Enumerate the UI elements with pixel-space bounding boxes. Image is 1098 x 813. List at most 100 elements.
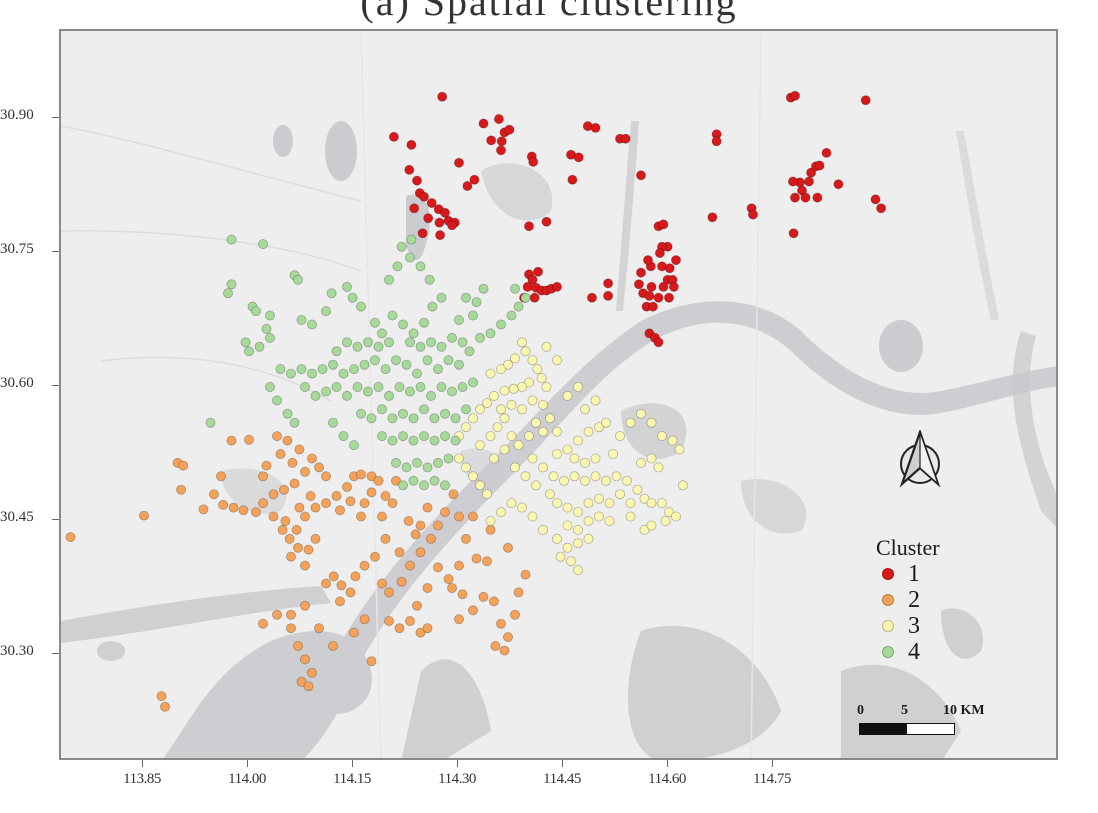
data-point bbox=[457, 337, 468, 348]
data-point bbox=[369, 355, 380, 366]
data-point bbox=[397, 408, 408, 419]
data-point bbox=[383, 616, 394, 627]
data-point bbox=[541, 216, 552, 227]
data-point bbox=[305, 490, 316, 501]
data-point bbox=[516, 502, 527, 513]
data-point bbox=[583, 533, 594, 544]
data-point bbox=[243, 434, 254, 445]
data-point bbox=[450, 435, 461, 446]
data-point bbox=[567, 174, 578, 185]
data-point bbox=[422, 355, 433, 366]
data-point bbox=[668, 281, 679, 292]
data-point bbox=[406, 139, 417, 150]
legend-item-cluster-2: 2 bbox=[882, 587, 940, 613]
data-point bbox=[513, 440, 524, 451]
data-point bbox=[275, 448, 286, 459]
x-tick-mark bbox=[352, 760, 353, 767]
data-point bbox=[499, 645, 510, 656]
data-point bbox=[551, 448, 562, 459]
data-point bbox=[562, 520, 573, 531]
data-point bbox=[205, 417, 216, 428]
data-point bbox=[383, 337, 394, 348]
legend-swatch-yellow bbox=[882, 620, 894, 632]
data-point bbox=[387, 413, 398, 424]
data-point bbox=[280, 515, 291, 526]
data-point bbox=[198, 504, 209, 515]
cluster-3-points bbox=[453, 337, 689, 576]
data-point bbox=[338, 368, 349, 379]
data-point bbox=[583, 515, 594, 526]
data-point bbox=[408, 475, 419, 486]
data-point bbox=[481, 398, 492, 409]
data-point bbox=[527, 511, 538, 522]
data-point bbox=[348, 627, 359, 638]
data-point bbox=[320, 471, 331, 482]
data-point bbox=[380, 364, 391, 375]
data-point bbox=[474, 332, 485, 343]
data-point bbox=[218, 499, 229, 510]
data-point bbox=[432, 562, 443, 573]
data-point bbox=[313, 623, 324, 634]
data-point bbox=[748, 209, 759, 220]
data-point bbox=[516, 337, 527, 348]
data-point bbox=[580, 404, 591, 415]
data-point bbox=[647, 301, 658, 312]
data-point bbox=[562, 542, 573, 553]
data-point bbox=[418, 317, 429, 328]
data-point bbox=[625, 498, 636, 509]
data-point bbox=[536, 373, 547, 384]
data-point bbox=[178, 460, 189, 471]
data-point bbox=[296, 676, 307, 687]
data-point bbox=[348, 364, 359, 375]
data-point bbox=[583, 498, 594, 509]
data-point bbox=[411, 457, 422, 468]
data-point bbox=[495, 507, 506, 518]
data-point bbox=[707, 212, 718, 223]
data-point bbox=[139, 510, 150, 521]
data-point bbox=[417, 228, 428, 239]
data-point bbox=[345, 496, 356, 507]
legend: Cluster 1 2 3 4 bbox=[876, 535, 940, 665]
data-point bbox=[529, 292, 540, 303]
data-point bbox=[310, 390, 321, 401]
data-point bbox=[359, 560, 370, 571]
data-point bbox=[513, 587, 524, 598]
x-tick-label: 114.15 bbox=[333, 771, 371, 787]
data-point bbox=[250, 306, 261, 317]
data-point bbox=[506, 310, 517, 321]
scale-bar-white-segment bbox=[907, 724, 954, 734]
data-point bbox=[604, 498, 615, 509]
data-point bbox=[833, 179, 844, 190]
x-tick-label: 114.60 bbox=[648, 771, 686, 787]
data-point bbox=[625, 511, 636, 522]
data-point bbox=[376, 328, 387, 339]
data-point bbox=[436, 381, 447, 392]
data-point bbox=[516, 404, 527, 415]
data-point bbox=[443, 355, 454, 366]
data-point bbox=[527, 274, 538, 285]
data-point bbox=[492, 422, 503, 433]
data-point bbox=[573, 538, 584, 549]
y-tick-mark bbox=[52, 518, 59, 520]
data-point bbox=[490, 641, 501, 652]
data-point bbox=[341, 281, 352, 292]
data-point bbox=[396, 576, 407, 587]
data-point bbox=[544, 489, 555, 500]
data-point bbox=[415, 381, 426, 392]
data-point bbox=[383, 587, 394, 598]
data-point bbox=[334, 596, 345, 607]
data-point bbox=[285, 609, 296, 620]
data-point bbox=[548, 471, 559, 482]
data-point bbox=[436, 341, 447, 352]
y-tick-label: 30.90 bbox=[0, 107, 34, 123]
data-point bbox=[453, 453, 464, 464]
data-point bbox=[485, 515, 496, 526]
data-point bbox=[299, 466, 310, 477]
data-point bbox=[573, 152, 584, 163]
data-point bbox=[551, 281, 562, 292]
data-point bbox=[369, 317, 380, 328]
data-point bbox=[460, 462, 471, 473]
data-point bbox=[537, 462, 548, 473]
data-point bbox=[432, 364, 443, 375]
data-point bbox=[355, 511, 366, 522]
